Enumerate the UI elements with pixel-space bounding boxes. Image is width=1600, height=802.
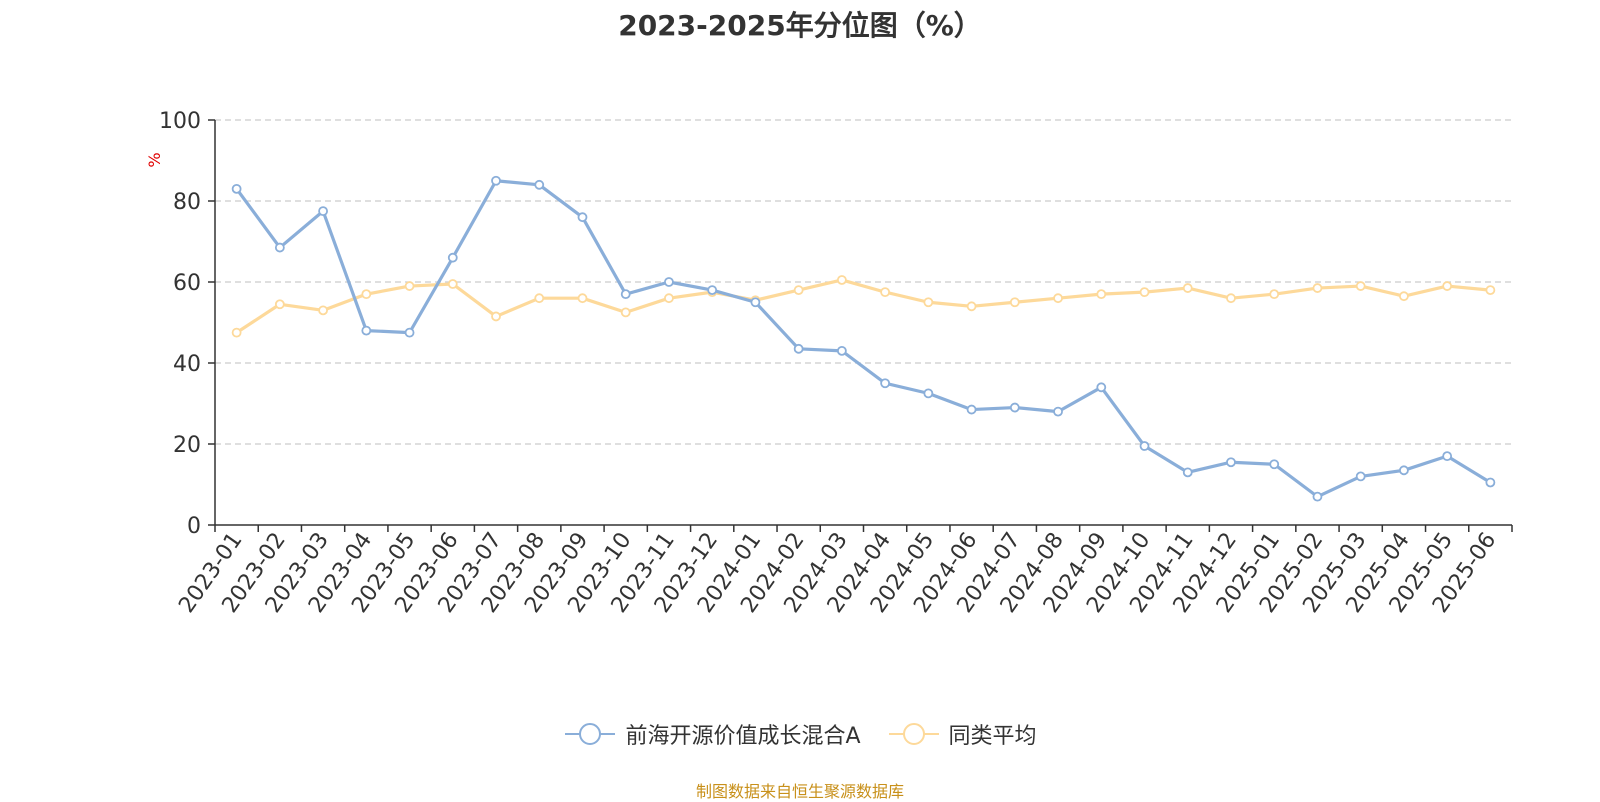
series-lines xyxy=(231,175,1496,502)
data-point-a xyxy=(577,212,588,223)
data-point-b xyxy=(1312,283,1323,293)
data-point-a xyxy=(1269,459,1280,470)
data-point-a xyxy=(750,297,761,308)
data-point-b xyxy=(577,293,588,304)
chart-title: 2023-2025年分位图（%） xyxy=(618,9,982,42)
source-note: 制图数据来自恒生聚源数据库 xyxy=(695,782,904,801)
data-point-a xyxy=(447,252,458,263)
legend-label-series-a: 前海开源价值成长混合A xyxy=(625,724,861,749)
data-point-a xyxy=(1312,491,1323,502)
data-point-a xyxy=(707,285,718,296)
data-point-a xyxy=(793,343,804,354)
legend-marker-series-a xyxy=(565,723,616,745)
data-point-b xyxy=(1355,281,1366,291)
y-tick-label: 0 xyxy=(187,514,201,539)
data-point-a xyxy=(880,378,891,389)
data-point-b xyxy=(880,287,891,298)
data-point-b xyxy=(274,299,285,310)
data-point-b xyxy=(1053,293,1063,304)
data-point-b xyxy=(923,297,934,308)
data-point-a xyxy=(1399,465,1409,476)
data-point-a xyxy=(231,183,242,194)
data-point-b xyxy=(1442,281,1453,291)
series-line-b xyxy=(235,278,1491,334)
data-point-a xyxy=(966,404,977,415)
y-tick-label: 20 xyxy=(173,433,201,458)
legend: 前海开源价值成长混合A 同类平均 xyxy=(0,718,1600,750)
data-point-a xyxy=(1485,477,1496,488)
data-point-a xyxy=(1053,406,1063,417)
data-point-b xyxy=(664,293,674,304)
data-point-a xyxy=(1442,451,1453,462)
y-tick-label: 60 xyxy=(173,271,201,296)
legend-item-series-a[interactable]: 前海开源价值成长混合A xyxy=(563,718,861,750)
data-point-b xyxy=(318,305,328,316)
data-point-b xyxy=(1139,287,1150,298)
data-point-a xyxy=(1355,471,1366,482)
data-point-a xyxy=(404,327,415,338)
data-point-b xyxy=(1399,291,1409,302)
data-point-b xyxy=(1009,297,1020,308)
data-point-a xyxy=(664,277,674,287)
data-point-b xyxy=(793,285,804,296)
data-point-a xyxy=(491,175,501,186)
y-tick-label: 80 xyxy=(173,190,201,215)
data-point-b xyxy=(404,281,415,291)
legend-label-series-b: 同类平均 xyxy=(948,724,1037,749)
data-point-b xyxy=(1096,289,1107,300)
data-point-b xyxy=(1226,293,1236,304)
data-point-a xyxy=(1009,402,1020,413)
data-point-b xyxy=(1182,283,1193,293)
data-point-b xyxy=(966,301,977,312)
legend-marker-series-b xyxy=(888,723,939,745)
data-point-b xyxy=(620,307,631,318)
data-point-a xyxy=(361,325,372,336)
grid-lines xyxy=(215,119,1512,445)
y-tick-label: 40 xyxy=(173,352,201,377)
data-point-a xyxy=(274,242,285,253)
data-point-a xyxy=(1096,382,1107,393)
data-point-a xyxy=(836,345,847,356)
data-point-b xyxy=(534,293,545,304)
data-point-a xyxy=(1182,467,1193,478)
data-point-b xyxy=(447,279,458,289)
data-point-b xyxy=(361,289,372,300)
data-point-b xyxy=(491,311,501,322)
y-tick-label: 100 xyxy=(159,109,201,134)
y-unit-label: % xyxy=(145,152,164,167)
data-point-b xyxy=(1269,289,1280,300)
data-point-a xyxy=(923,388,934,399)
data-point-a xyxy=(1226,457,1236,468)
data-point-b xyxy=(836,275,847,285)
data-point-a xyxy=(534,179,545,190)
data-point-b xyxy=(231,327,242,338)
data-point-a xyxy=(620,289,631,300)
data-point-b xyxy=(1485,285,1496,296)
legend-item-series-b[interactable]: 同类平均 xyxy=(887,718,1037,750)
data-point-a xyxy=(1139,441,1150,451)
series-line-a xyxy=(235,179,1492,499)
data-point-a xyxy=(318,206,328,217)
